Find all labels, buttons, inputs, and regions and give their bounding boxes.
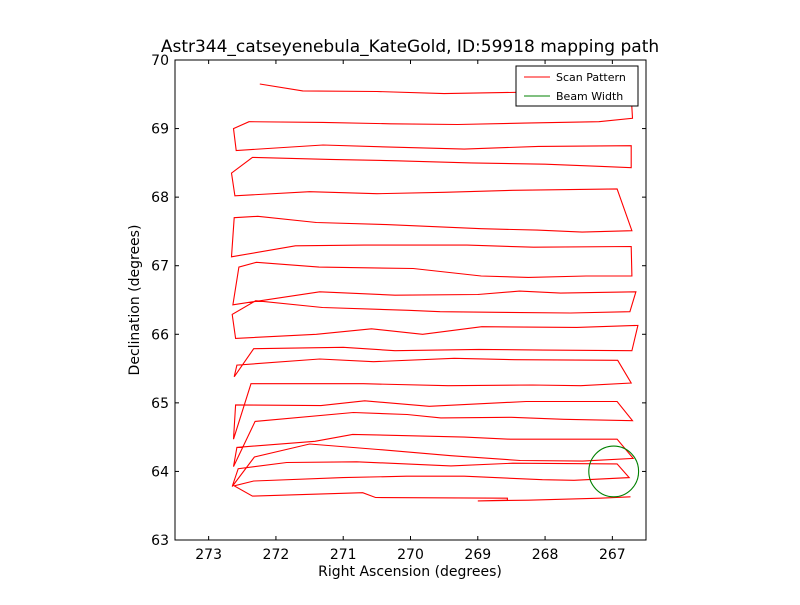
chart-title: Astr344_catseyenebula_KateGold, ID:59918… <box>161 37 659 57</box>
y-tick-label: 63 <box>151 533 169 549</box>
y-tick-label: 69 <box>151 122 169 138</box>
y-tick-label: 68 <box>151 190 169 206</box>
x-tick-label: 273 <box>195 547 222 563</box>
y-tick-label: 66 <box>151 327 169 343</box>
legend-label: Scan Pattern <box>556 71 626 84</box>
legend-label: Beam Width <box>556 90 623 103</box>
y-tick-label: 64 <box>151 464 169 480</box>
beam-width-circle <box>588 445 640 498</box>
axis-ticks: 273 272 271 270 269 268 267 63 64 65 66 67 68 69 70 <box>151 53 646 563</box>
x-tick-label: 270 <box>397 547 424 563</box>
x-tick-label: 269 <box>464 547 491 563</box>
legend: Scan Pattern Beam Width <box>515 65 639 107</box>
x-tick-label: 267 <box>599 547 626 563</box>
x-axis-label: Right Ascension (degrees) <box>318 564 502 580</box>
legend-box <box>515 65 639 107</box>
x-tick-label: 268 <box>532 547 559 563</box>
plot-area <box>230 83 640 502</box>
y-tick-label: 70 <box>151 53 169 69</box>
y-tick-label: 65 <box>151 396 169 412</box>
series-line-scan-pattern <box>230 83 639 502</box>
y-tick-label: 67 <box>151 259 169 275</box>
x-tick-label: 271 <box>330 547 357 563</box>
x-tick-label: 272 <box>263 547 290 563</box>
y-axis-label: Declination (degrees) <box>127 225 143 376</box>
